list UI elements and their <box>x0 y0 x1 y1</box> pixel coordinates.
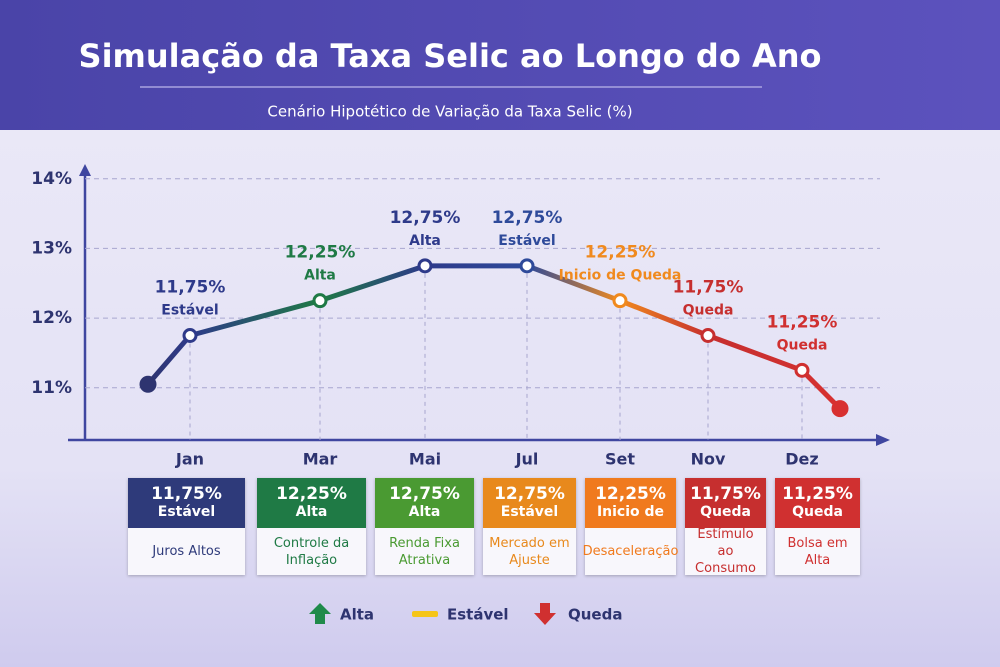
data-label: 11,75% <box>155 278 226 298</box>
card-value: 12,75% <box>389 484 460 504</box>
card: 12,25% Inicio de Desaceleração <box>583 478 678 575</box>
chart-title: Simulação da Taxa Selic ao Longo do Ano <box>79 37 822 75</box>
data-label: 11,75% <box>673 278 744 298</box>
card-description: Renda Fixa Atrativa <box>375 528 474 575</box>
card: 11,75% Estável Juros Altos <box>128 478 245 575</box>
point <box>612 293 628 309</box>
point-status: Estável <box>498 233 555 249</box>
card-header: 12,25% Alta <box>257 478 366 528</box>
point <box>417 258 433 274</box>
point <box>794 362 810 378</box>
card-description: Desaceleração <box>583 528 678 575</box>
x-tick-label: Set <box>605 450 635 469</box>
card-status: Queda <box>792 504 843 520</box>
point-status: Inicio de Queda <box>559 268 682 284</box>
legend-label: Estável <box>447 606 509 624</box>
chart-subtitle: Cenário Hipotético de Variação da Taxa S… <box>267 103 632 121</box>
card-header: 12,75% Alta <box>375 478 474 528</box>
card-value: 12,75% <box>494 484 565 504</box>
legend-label: Alta <box>340 606 374 624</box>
x-tick-label: Dez <box>785 450 818 469</box>
point-status: Alta <box>409 233 441 249</box>
x-tick-label: Mai <box>409 450 441 469</box>
y-tick-label: 14% <box>31 169 72 189</box>
legend-icon <box>412 611 438 617</box>
card-description: Estímulo ao Consumo <box>685 527 766 576</box>
x-tick-label: Jan <box>175 450 204 469</box>
data-label: 12,25% <box>585 243 656 263</box>
point <box>312 293 328 309</box>
card: 12,75% Estável Mercado em Ajuste <box>483 478 576 575</box>
x-tick-label: Nov <box>691 450 726 469</box>
y-tick-label: 12% <box>31 308 72 328</box>
y-axis-arrow <box>79 164 91 176</box>
card: 11,75% Queda Estímulo ao Consumo <box>685 478 766 576</box>
card-description: Bolsa em Alta <box>775 528 860 575</box>
card-value: 12,25% <box>595 484 666 504</box>
legend-icon <box>534 603 556 625</box>
card-value: 11,75% <box>690 484 761 504</box>
point <box>519 258 535 274</box>
card-header: 11,75% Estável <box>128 478 245 528</box>
card-status: Inicio de <box>596 504 665 520</box>
point <box>182 328 198 344</box>
card-value: 11,25% <box>782 484 853 504</box>
card-header: 12,25% Inicio de <box>585 478 676 528</box>
x-tick-label: Jul <box>515 450 539 469</box>
data-label: 12,75% <box>492 208 563 228</box>
legend-icon <box>309 603 331 624</box>
card-status: Alta <box>408 504 441 520</box>
point <box>139 375 157 393</box>
card: 12,25% Alta Controle da Inflação <box>257 478 366 575</box>
y-tick-label: 13% <box>31 238 72 258</box>
card-status: Estável <box>500 504 559 520</box>
legend-label: Queda <box>568 606 622 624</box>
y-tick-label: 11% <box>31 378 72 398</box>
card-status: Estável <box>157 504 216 520</box>
point-status: Alta <box>304 268 336 284</box>
card-description: Juros Altos <box>128 528 245 575</box>
point-status: Queda <box>777 337 828 353</box>
card-description: Mercado em Ajuste <box>483 528 576 575</box>
card: 12,75% Alta Renda Fixa Atrativa <box>375 478 474 575</box>
point <box>700 328 716 344</box>
card-status: Queda <box>700 504 751 520</box>
card-description: Controle da Inflação <box>257 528 366 575</box>
card-header: 11,75% Queda <box>685 478 766 528</box>
card-header: 11,25% Queda <box>775 478 860 528</box>
data-label: 12,25% <box>285 243 356 263</box>
card-status: Alta <box>295 504 328 520</box>
card: 11,25% Queda Bolsa em Alta <box>775 478 860 575</box>
point-status: Queda <box>683 303 734 319</box>
card-value: 11,75% <box>151 484 222 504</box>
card-value: 12,25% <box>276 484 347 504</box>
point <box>831 400 849 418</box>
data-label: 12,75% <box>390 208 461 228</box>
card-header: 12,75% Estável <box>483 478 576 528</box>
point-status: Estável <box>161 303 218 319</box>
x-tick-label: Mar <box>303 450 338 469</box>
header-band <box>0 0 1000 130</box>
data-label: 11,25% <box>767 312 838 332</box>
x-axis-arrow <box>876 434 890 446</box>
